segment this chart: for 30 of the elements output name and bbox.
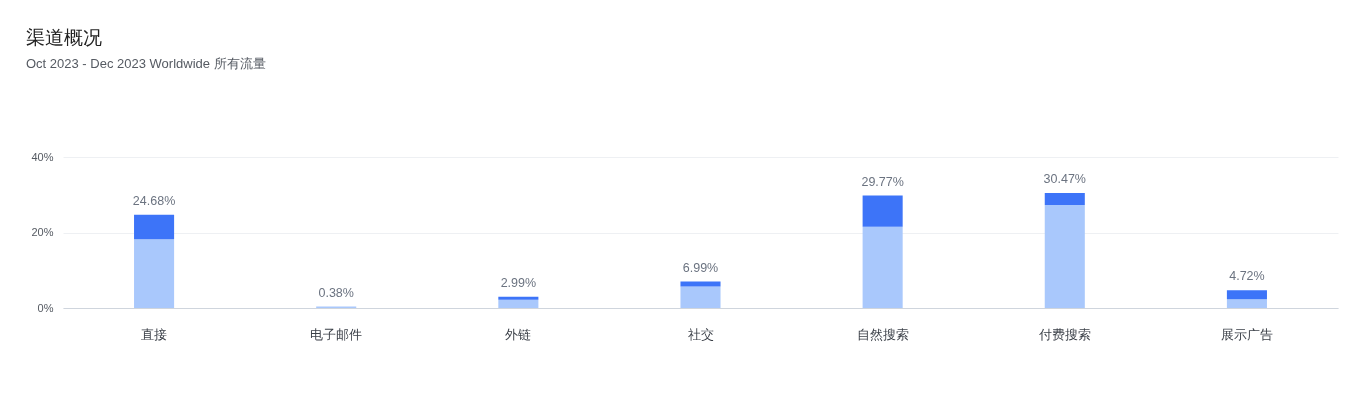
total-label: 6.99%: [682, 260, 719, 275]
bar: [498, 296, 539, 300]
y-tick-label: 0%: [37, 301, 54, 314]
bar: [862, 195, 903, 227]
y-tick-label: 20%: [31, 226, 54, 238]
total-label: 29.77%: [861, 174, 904, 189]
bar: [1044, 204, 1085, 308]
total-label: 0.38%: [318, 285, 354, 300]
chart-subtitle: Oct 2023 - Dec 2023 Worldwide 所有流量: [25, 56, 266, 71]
x-tick-label: 付费搜索: [1037, 326, 1091, 342]
x-tick-label: 自然搜索: [856, 326, 909, 342]
x-tick-label: 社交: [687, 326, 714, 342]
bar: [1226, 299, 1267, 308]
x-tick-label: 直接: [141, 326, 168, 342]
bar: [1226, 290, 1267, 300]
x-tick-label: 电子邮件: [310, 326, 363, 342]
total-label: 4.72%: [1229, 269, 1265, 284]
total-label: 24.68%: [132, 193, 176, 208]
x-tick-label: 外链: [505, 326, 532, 342]
y-tick-label: 40%: [31, 150, 54, 163]
total-label: 2.99%: [500, 275, 537, 290]
bar: [1044, 192, 1085, 205]
bar: [680, 286, 721, 308]
bar: [134, 239, 175, 308]
total-label: 30.47%: [1043, 171, 1086, 186]
bar: [134, 214, 175, 240]
bar: [498, 299, 539, 308]
chart-title: 渠道概况: [25, 27, 102, 48]
bar: [862, 226, 903, 308]
x-tick-label: 展示广告: [1220, 326, 1273, 342]
